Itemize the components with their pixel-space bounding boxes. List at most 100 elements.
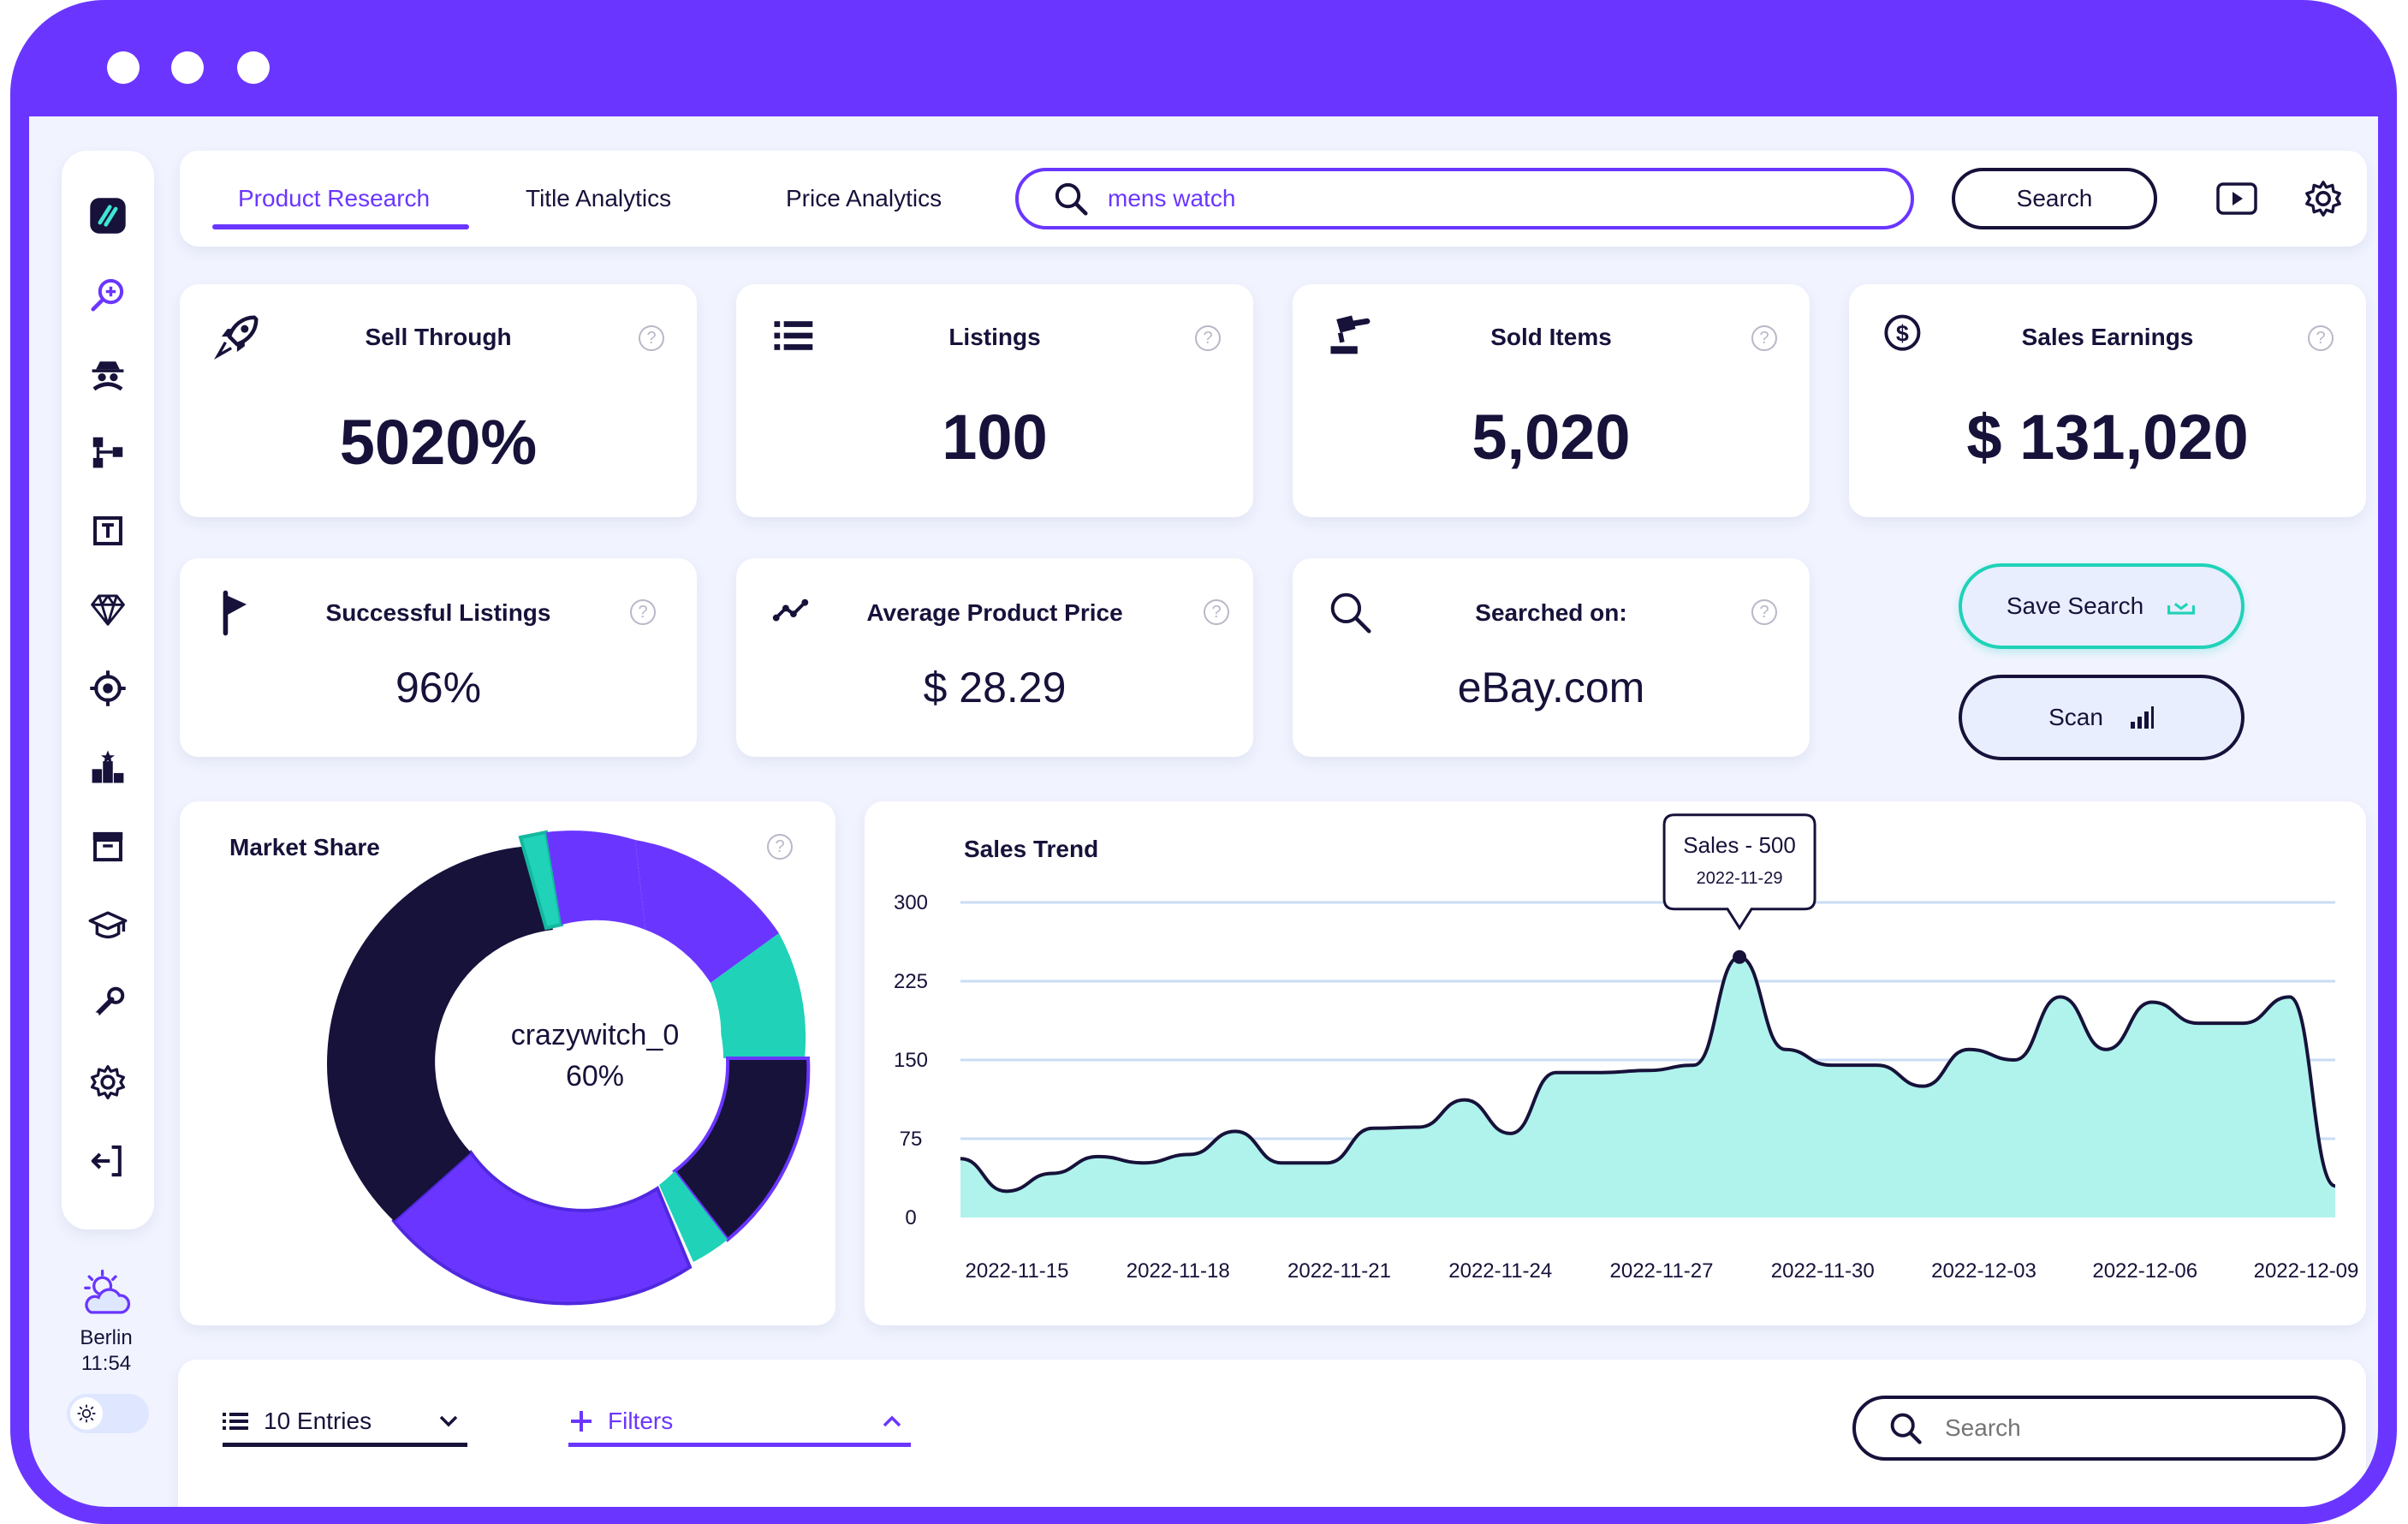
archive-icon[interactable] bbox=[87, 825, 128, 866]
play-icon[interactable] bbox=[2215, 180, 2258, 217]
y-tick-label: 300 bbox=[894, 891, 928, 914]
stat-card-successful-listings: Successful Listings ? 96% bbox=[180, 558, 697, 757]
plus-icon bbox=[571, 1410, 592, 1432]
window-control-dot[interactable] bbox=[171, 51, 204, 84]
donut-segment-purple-top-left[interactable] bbox=[546, 830, 645, 930]
search-icon bbox=[1055, 182, 1088, 216]
x-tick-label: 2022-12-03 bbox=[1931, 1259, 2036, 1283]
tooltip-point[interactable] bbox=[1733, 950, 1747, 964]
tab-price-analytics[interactable]: Price Analytics bbox=[786, 185, 942, 211]
graduation-icon[interactable] bbox=[87, 904, 128, 945]
product-search-box bbox=[1015, 168, 1914, 229]
help-icon[interactable]: ? bbox=[1204, 599, 1229, 625]
text-frame-icon[interactable] bbox=[87, 510, 128, 551]
sales-trend-card: Sales Trend 300 225 150 75 0 2022-11-15 2022-… bbox=[865, 801, 2366, 1325]
stat-card-sell-through: Sell Through ? 5020% bbox=[180, 284, 697, 517]
help-icon[interactable]: ? bbox=[2308, 325, 2334, 351]
app-window-frame: Berlin 11:54 Product Research Title Anal… bbox=[10, 0, 2397, 1524]
help-icon[interactable]: ? bbox=[767, 834, 793, 860]
window-control-dot[interactable] bbox=[237, 51, 270, 84]
weather-city: Berlin bbox=[80, 1326, 133, 1349]
donut-segment-purple-top[interactable] bbox=[635, 840, 779, 983]
search-plus-icon[interactable] bbox=[87, 274, 128, 315]
svg-text:$: $ bbox=[1896, 321, 1909, 347]
logout-icon[interactable] bbox=[87, 1140, 128, 1182]
donut-segment-navy-right[interactable] bbox=[672, 1057, 811, 1242]
market-share-title: Market Share bbox=[229, 834, 380, 860]
window-control-dot[interactable] bbox=[107, 51, 140, 84]
stat-card-sales-earnings: $ Sales Earnings ? $ 131,020 bbox=[1849, 284, 2366, 517]
table-search-input[interactable] bbox=[1945, 1414, 2287, 1442]
stat-card-searched-on: Searched on: ? eBay.com bbox=[1293, 558, 1810, 757]
search-icon bbox=[1890, 1413, 1922, 1444]
help-icon[interactable]: ? bbox=[639, 325, 664, 351]
stat-card-average-price: Average Product Price ? $ 28.29 bbox=[736, 558, 1253, 757]
entries-label: 10 Entries bbox=[264, 1407, 372, 1434]
tab-title-analytics[interactable]: Title Analytics bbox=[526, 185, 672, 211]
help-icon[interactable]: ? bbox=[1195, 325, 1221, 351]
save-search-button[interactable]: Save Search bbox=[1959, 563, 2244, 649]
ranking-icon[interactable] bbox=[87, 747, 128, 788]
stat-title: Searched on: bbox=[1475, 599, 1627, 626]
app-logo-icon[interactable] bbox=[87, 195, 128, 236]
search-input[interactable] bbox=[1108, 185, 1878, 212]
app-content: Berlin 11:54 Product Research Title Anal… bbox=[29, 116, 2378, 1507]
entries-dropdown[interactable]: 10 Entries bbox=[223, 1399, 467, 1447]
tooltip-date: 2022-11-29 bbox=[1697, 869, 1783, 888]
gavel-icon bbox=[1330, 315, 1370, 354]
y-tick-label: 0 bbox=[905, 1206, 916, 1229]
diamond-icon[interactable] bbox=[87, 589, 128, 630]
sidebar bbox=[62, 151, 154, 1229]
help-icon[interactable]: ? bbox=[630, 599, 656, 625]
active-tab-indicator bbox=[212, 224, 469, 229]
donut-segment-teal-right[interactable] bbox=[711, 933, 806, 1058]
stat-title: Successful Listings bbox=[325, 599, 551, 626]
table-controls-card: 10 Entries Filters bbox=[178, 1360, 2366, 1507]
theme-toggle[interactable] bbox=[67, 1394, 149, 1433]
y-tick-label: 150 bbox=[894, 1049, 928, 1072]
sales-trend-title: Sales Trend bbox=[964, 836, 1099, 862]
x-tick-label: 2022-11-21 bbox=[1287, 1259, 1391, 1283]
stat-value: $ 28.29 bbox=[923, 664, 1067, 711]
list-icon bbox=[774, 321, 813, 350]
x-tick-label: 2022-11-27 bbox=[1610, 1259, 1714, 1283]
x-tick-label: 2022-12-06 bbox=[2092, 1259, 2197, 1283]
tools-icon[interactable] bbox=[87, 983, 128, 1024]
x-tick-label: 2022-11-15 bbox=[966, 1259, 1069, 1283]
gear-icon[interactable] bbox=[2303, 178, 2344, 219]
target-icon[interactable] bbox=[87, 668, 128, 709]
help-icon[interactable]: ? bbox=[1751, 325, 1777, 351]
donut-hole bbox=[467, 930, 723, 1187]
hierarchy-icon[interactable] bbox=[87, 432, 128, 473]
stat-value: 5020% bbox=[339, 407, 538, 478]
stat-value: $ 131,020 bbox=[1966, 402, 2249, 473]
donut-segment-group bbox=[326, 830, 811, 1306]
stat-value: 96% bbox=[395, 664, 482, 711]
search-button[interactable]: Search bbox=[1952, 168, 2157, 229]
weather-cloud-sun-icon bbox=[84, 1269, 131, 1314]
stat-title: Sold Items bbox=[1490, 324, 1612, 350]
filters-dropdown[interactable]: Filters bbox=[568, 1399, 911, 1447]
x-tick-label: 2022-11-18 bbox=[1127, 1259, 1230, 1283]
market-share-card: Market Share ? crazywitch_0 bbox=[180, 801, 835, 1325]
tab-product-research[interactable]: Product Research bbox=[238, 185, 431, 211]
rocket-icon bbox=[214, 315, 259, 360]
stat-card-listings: Listings ? 100 bbox=[736, 284, 1253, 517]
sales-line bbox=[960, 955, 2336, 1194]
trend-line-icon bbox=[772, 598, 809, 622]
scan-button[interactable]: Scan bbox=[1959, 675, 2244, 760]
settings-icon[interactable] bbox=[87, 1062, 128, 1103]
donut-segment-teal-bottom[interactable] bbox=[659, 1171, 728, 1262]
stat-title: Sell Through bbox=[365, 324, 512, 350]
y-axis-ticks: 300 225 150 75 0 bbox=[894, 891, 928, 1229]
spy-icon[interactable] bbox=[87, 353, 128, 394]
x-axis-ticks: 2022-11-15 2022-11-18 2022-11-21 2022-11-24… bbox=[966, 1259, 2359, 1283]
flag-icon bbox=[223, 590, 247, 636]
stat-value: 5,020 bbox=[1472, 402, 1631, 473]
chevron-down-icon bbox=[439, 1415, 458, 1426]
donut-segment-navy-left[interactable] bbox=[326, 846, 553, 1221]
tooltip-box bbox=[1662, 813, 1816, 931]
y-tick-label: 75 bbox=[900, 1128, 923, 1151]
donut-segment-purple-bottom[interactable] bbox=[391, 1150, 693, 1306]
help-icon[interactable]: ? bbox=[1751, 599, 1777, 625]
